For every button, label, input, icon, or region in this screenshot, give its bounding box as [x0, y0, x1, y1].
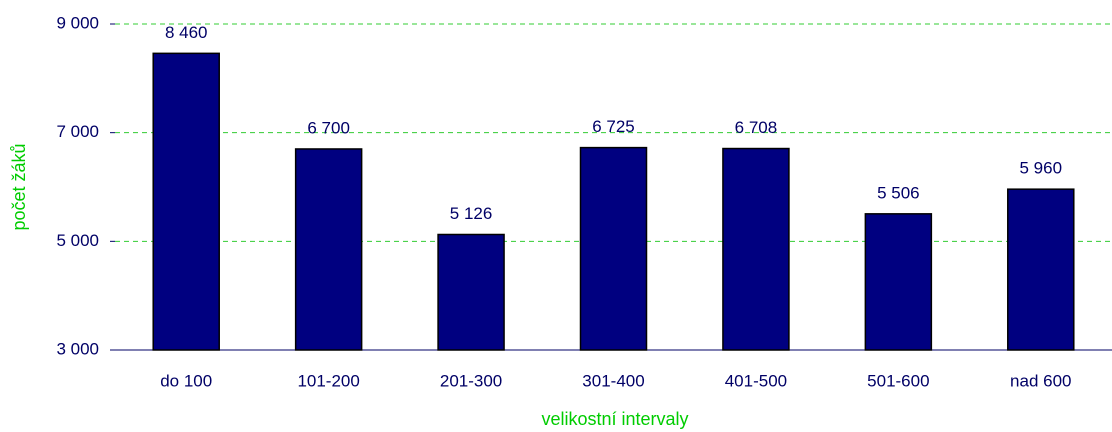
- bar: [1007, 188, 1075, 351]
- value-label: 6 725: [592, 117, 635, 136]
- y-tick-label: 5 000: [56, 231, 99, 250]
- x-tick-label: 301-400: [582, 371, 644, 390]
- x-tick-label: nad 600: [1010, 371, 1071, 390]
- x-tick-label: 101-200: [297, 371, 359, 390]
- y-tick-label: 7 000: [56, 122, 99, 141]
- x-tick-label: 501-600: [867, 371, 929, 390]
- value-label: 6 708: [735, 118, 778, 137]
- y-tick-label: 3 000: [56, 339, 99, 358]
- bar: [864, 213, 933, 351]
- bar: [437, 233, 505, 351]
- value-label: 5 506: [877, 183, 920, 202]
- bar: [579, 146, 648, 351]
- x-tick-label: 201-300: [440, 371, 502, 390]
- bar: [722, 147, 790, 351]
- bar: [152, 52, 220, 351]
- x-tick-label: do 100: [160, 371, 212, 390]
- value-label: 5 960: [1020, 159, 1063, 178]
- x-axis-label: velikostní intervaly: [541, 409, 688, 429]
- value-label: 5 126: [450, 204, 493, 223]
- y-axis-label: počet žáků: [9, 143, 29, 230]
- bar: [294, 148, 363, 351]
- y-tick-label: 9 000: [56, 13, 99, 32]
- value-label: 8 460: [165, 23, 208, 42]
- x-tick-label: 401-500: [725, 371, 787, 390]
- value-label: 6 700: [307, 118, 350, 137]
